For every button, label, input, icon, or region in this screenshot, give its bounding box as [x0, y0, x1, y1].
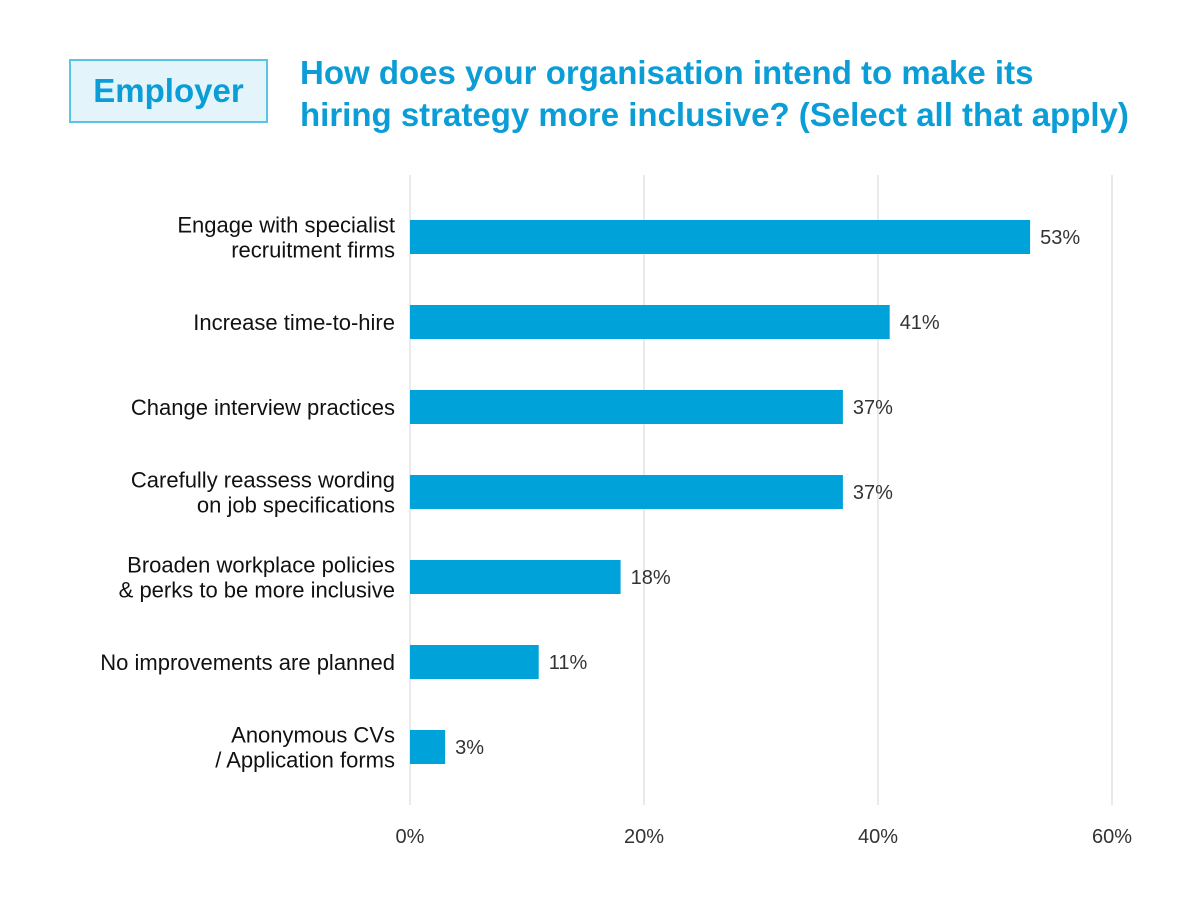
chart-title-line-1: How does your organisation intend to mak… [300, 54, 1034, 91]
value-label: 11% [549, 652, 588, 674]
bar-6 [410, 645, 539, 679]
value-label: 18% [631, 567, 671, 589]
employer-badge: Employer [69, 59, 268, 123]
x-tick-label: 60% [1092, 826, 1132, 848]
category-label: No improvements are planned [100, 650, 395, 675]
category-label: Carefully reassess wording on job specifi… [131, 468, 395, 518]
chart-title: How does your organisation intend to mak… [300, 52, 1180, 136]
category-label: Anonymous CVs / Application forms [215, 723, 395, 773]
bar-2 [410, 305, 890, 339]
chart-title-line-2: hiring strategy more inclusive? (Select … [300, 96, 1129, 133]
category-label: Engage with specialist recruitment firms [177, 213, 395, 263]
x-tick-label: 20% [624, 826, 664, 848]
category-label: Increase time-to-hire [193, 310, 395, 335]
bar-5 [410, 560, 621, 594]
x-tick-label: 0% [396, 826, 425, 848]
bar-3 [410, 390, 843, 424]
value-label: 41% [900, 312, 940, 334]
value-label: 37% [853, 482, 893, 504]
category-label: Change interview practices [131, 395, 395, 420]
value-label: 53% [1040, 227, 1080, 249]
x-tick-label: 40% [858, 826, 898, 848]
value-label: 3% [455, 737, 484, 759]
value-label: 37% [853, 397, 893, 419]
category-label: Broaden workplace policies & perks to be … [119, 553, 395, 603]
bar-4 [410, 475, 843, 509]
bar-7 [410, 730, 446, 764]
bar-1 [410, 220, 1031, 254]
employer-badge-label: Employer [93, 72, 244, 109]
